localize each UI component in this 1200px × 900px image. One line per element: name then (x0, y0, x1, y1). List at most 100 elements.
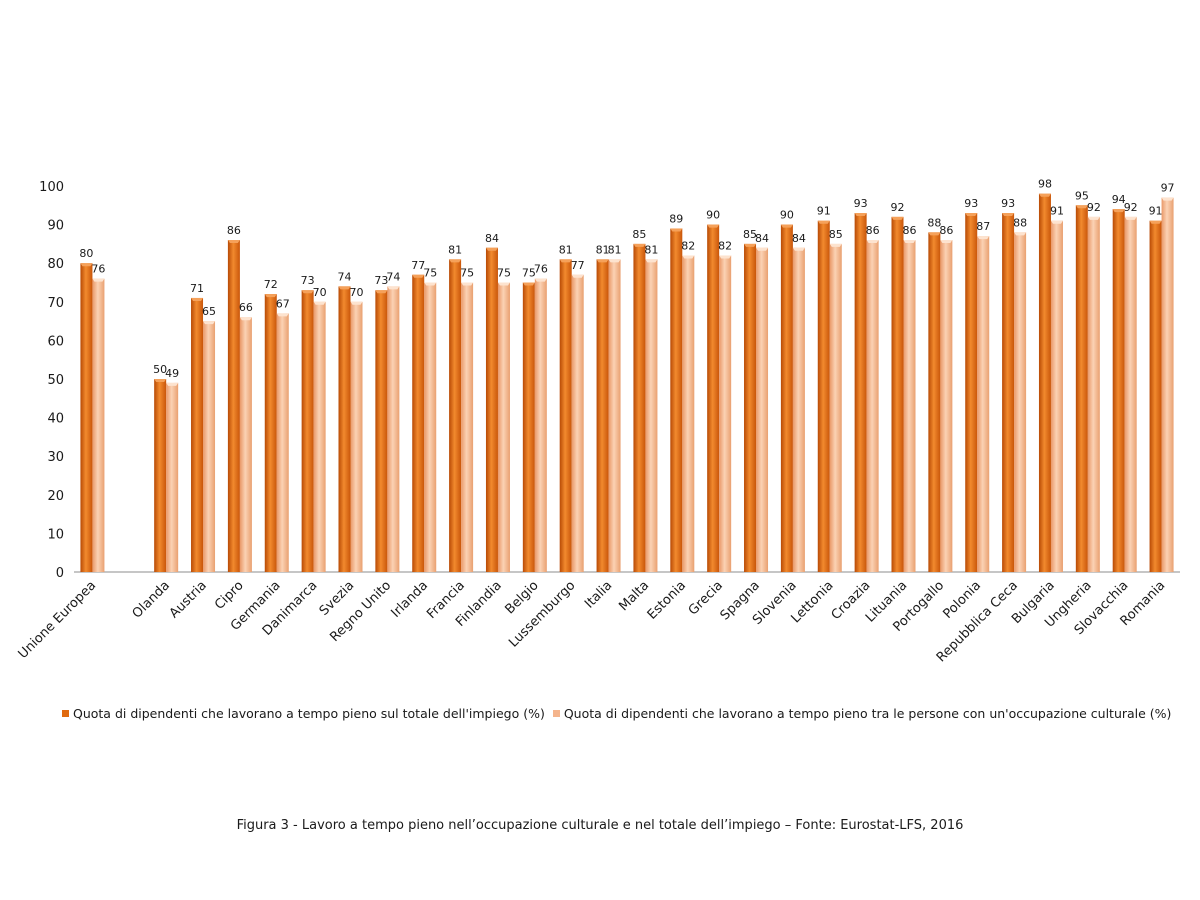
bar-cultural-employment (571, 274, 584, 572)
data-label: 87 (976, 220, 990, 233)
y-tick-label: 30 (47, 450, 64, 465)
data-label: 91 (1149, 205, 1163, 218)
bar-total-employment (80, 263, 93, 572)
y-tick-label: 80 (47, 257, 64, 272)
x-category-label: Lussemburgo (506, 578, 578, 650)
bar-cultural-employment (645, 259, 658, 572)
bar-cultural-employment (166, 382, 179, 572)
bar-top-bevel (854, 213, 867, 217)
data-label: 86 (939, 224, 953, 237)
bar-top-bevel (817, 220, 830, 224)
bar-top-bevel (670, 228, 683, 232)
bar-cultural-employment (534, 278, 547, 572)
bar-cultural-employment (719, 255, 732, 573)
x-category-label: Unione Europea (16, 578, 100, 662)
data-label: 93 (1001, 197, 1015, 210)
bar-top-bevel (497, 282, 510, 286)
bar-cultural-employment (350, 301, 363, 572)
bar-total-employment (1075, 205, 1088, 573)
data-label: 91 (1050, 205, 1064, 218)
bar-top-bevel (891, 216, 904, 220)
data-label: 85 (743, 228, 757, 241)
y-tick-label: 0 (56, 566, 64, 581)
bar-total-employment (596, 259, 609, 572)
bar-cultural-employment (977, 236, 990, 572)
bar-top-bevel (375, 290, 388, 294)
legend-swatch-cultural-employment (552, 710, 560, 717)
data-label: 90 (706, 209, 720, 222)
bar-total-employment (1002, 213, 1015, 572)
bar-cultural-employment (203, 321, 216, 572)
bar-cultural-employment (461, 282, 474, 572)
x-category-label: Estonia (645, 578, 689, 622)
bar-total-employment (412, 274, 425, 572)
data-label: 90 (780, 209, 794, 222)
bar-top-bevel (903, 240, 916, 244)
legend-item-cultural-employment: Quota di dipendenti che lavorano a tempo… (552, 706, 1171, 721)
x-category-label: Italia (582, 578, 615, 611)
bar-cultural-employment (682, 255, 695, 573)
bar-cultural-employment (829, 243, 842, 572)
data-label: 81 (448, 243, 462, 256)
y-tick-label: 90 (47, 219, 64, 234)
bar-total-employment (1149, 220, 1162, 573)
data-label: 75 (460, 267, 474, 280)
data-label: 88 (927, 216, 941, 229)
bar-cultural-employment (1161, 197, 1174, 572)
data-label: 66 (239, 301, 253, 314)
bar-top-bevel (1002, 213, 1015, 217)
bar-top-bevel (387, 286, 400, 290)
bar-top-bevel (264, 294, 277, 298)
data-label: 85 (632, 228, 646, 241)
bar-top-bevel (485, 247, 498, 251)
bar-total-employment (154, 379, 167, 572)
y-tick-label: 40 (47, 412, 64, 427)
bar-total-employment (522, 282, 535, 572)
bar-top-bevel (596, 259, 609, 263)
data-label: 93 (964, 197, 978, 210)
data-label: 86 (903, 224, 917, 237)
data-label: 70 (350, 286, 364, 299)
data-label: 67 (276, 297, 290, 310)
bar-total-employment (264, 294, 277, 572)
y-tick-label: 50 (47, 373, 64, 388)
data-label: 72 (264, 278, 278, 291)
data-label: 70 (313, 286, 327, 299)
data-label: 81 (559, 243, 573, 256)
data-label: 81 (644, 243, 658, 256)
bar-top-bevel (940, 240, 953, 244)
bar-cultural-employment (792, 247, 805, 572)
bar-top-bevel (154, 379, 167, 382)
bar-cultural-employment (276, 313, 289, 572)
bar-cultural-employment (940, 240, 953, 573)
bar-cultural-employment (239, 317, 252, 572)
y-tick-label: 10 (47, 527, 64, 542)
data-label: 86 (227, 224, 241, 237)
bar-total-employment (744, 243, 757, 572)
data-label: 77 (571, 259, 585, 272)
y-tick-label: 60 (47, 334, 64, 349)
y-tick-label: 20 (47, 489, 64, 504)
x-category-label: Olanda (130, 578, 173, 621)
bar-total-employment (780, 224, 793, 572)
data-label: 92 (1124, 201, 1138, 214)
data-label: 75 (423, 267, 437, 280)
data-label: 75 (497, 267, 511, 280)
x-category-label: Irlanda (388, 578, 431, 621)
bar-top-bevel (682, 255, 695, 259)
bar-total-employment (485, 247, 498, 572)
data-label: 80 (79, 247, 93, 260)
data-label: 92 (891, 201, 905, 214)
bar-cultural-employment (1050, 220, 1063, 573)
x-category-label: Austria (167, 578, 210, 621)
bar-top-bevel (239, 317, 252, 321)
data-label: 73 (374, 274, 388, 287)
bar-cultural-employment (497, 282, 510, 572)
bar-top-bevel (744, 243, 757, 247)
bar-total-employment (301, 290, 314, 572)
data-label: 89 (669, 212, 683, 225)
chart-axes: 0 10 20 30 40 50 60 70 80 90 100 (39, 180, 1180, 581)
bar-top-bevel (1075, 205, 1088, 209)
bar-total-employment (928, 232, 941, 572)
